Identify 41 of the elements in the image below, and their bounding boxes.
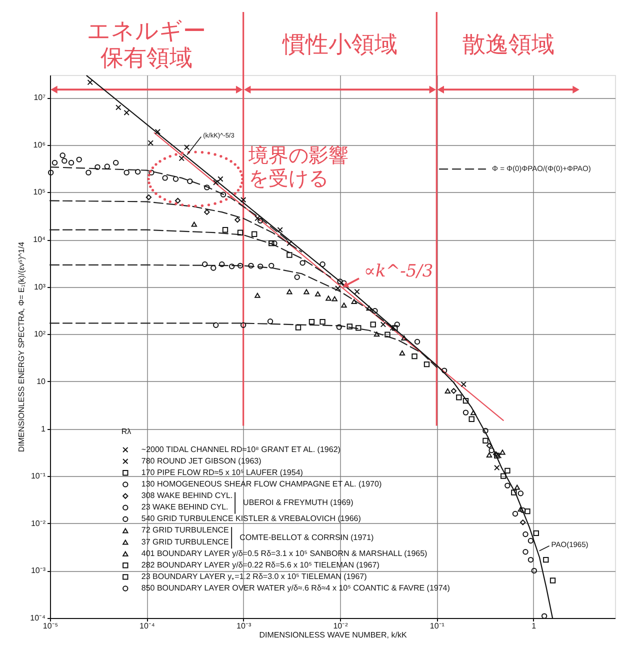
annotation: COMTE-BELLOT & CORRSIN (1971) <box>240 532 374 542</box>
text: 慣性小領域 <box>281 32 398 58</box>
legend-title: Rλ <box>121 426 132 436</box>
text: エネルギー保有領域 <box>87 18 206 72</box>
x-tick-label: 10⁻² <box>333 622 348 630</box>
legend-label: 72 GRID TURBULENCE <box>141 526 229 535</box>
legend-label: 282 BOUNDARY LAYER y/δ=0.22 Rδ=5.6 x 10⁵ TIELEMAN (1967) <box>141 560 380 570</box>
y-tick-label: 10⁻⁴ <box>30 614 46 622</box>
y-tick-label: 1 <box>41 424 46 434</box>
legend-label: ~2000 TIDAL CHANNEL RD≈10⁸ GRANT ET AL. (1962) <box>141 444 341 454</box>
y-tick-label: 10⁻¹ <box>30 472 46 481</box>
y-tick-label: 10 <box>36 376 46 386</box>
legend-label: 23 WAKE BEHIND CYL. <box>141 502 228 512</box>
annotation: UBEROI & FREYMUTH (1969) <box>243 498 354 507</box>
y-tick-label: 10⁴ <box>33 235 46 244</box>
y-tick-label: 10⁷ <box>34 93 46 102</box>
y-axis-title: DIMENSIONLESS ENERGY SPECTRA, Φ= E₁(k)/(εν⁵)^1/4 <box>17 241 26 452</box>
y-tick-label: 10⁵ <box>33 188 46 197</box>
y-tick-label: 10⁶ <box>33 140 46 150</box>
x-tick-label: 10⁻⁵ <box>42 622 58 630</box>
y-tick-label: 10⁻² <box>30 518 46 528</box>
text: 散逸領域 <box>462 32 554 58</box>
y-tick-label: 10³ <box>34 282 46 292</box>
legend-label: 308 WAKE BEHIND CYL. <box>141 491 233 500</box>
x-tick-label: 10⁻⁴ <box>139 622 156 630</box>
y-tick-label: 10⁻³ <box>30 566 46 576</box>
legend-label: 170 PIPE FLOW RD≈5 x 10⁵ LAUFER (1954) <box>141 468 304 477</box>
legend-label: 850 BOUNDARY LAYER OVER WATER y/δ≈.6 Rδ≈4 x 10⁵ COANTIC & FAVRE (1974) <box>141 584 450 592</box>
annotation: ∝k^-5/3 <box>364 261 434 282</box>
x-tick-label: 10⁻¹ <box>430 622 445 630</box>
legend-label: 130 HOMOGENEOUS SHEAR FLOW CHAMPAGNE ET AL. (1970) <box>141 479 382 488</box>
legend-label: 401 BOUNDARY LAYER y/δ=0.5 Rδ=3.1 x 10⁵ SANBORN & MARSHALL (1965) <box>141 548 428 558</box>
x-tick-label: 1 <box>532 622 537 630</box>
annotation: 境界の影響を受ける <box>247 143 348 190</box>
x-axis-title: DIMENSIONLESS WAVE NUMBER, k/kK <box>259 630 408 640</box>
legend-label: 540 GRID TURBULENCE KISTLER & VREBALOVICH (1966) <box>141 514 362 524</box>
y-tick-label: 10² <box>34 330 46 339</box>
x-tick-label: 10⁻³ <box>236 622 252 630</box>
legend-label: 37 GRID TURBULENCE <box>141 537 229 546</box>
legend-label: 780 ROUND JET GIBSON (1963) <box>141 456 262 466</box>
legend-label: 23 BOUNDARY LAYER y₊=1.2 Rδ=3.0 x 10⁵ TIELEMAN (1967) <box>141 572 368 581</box>
